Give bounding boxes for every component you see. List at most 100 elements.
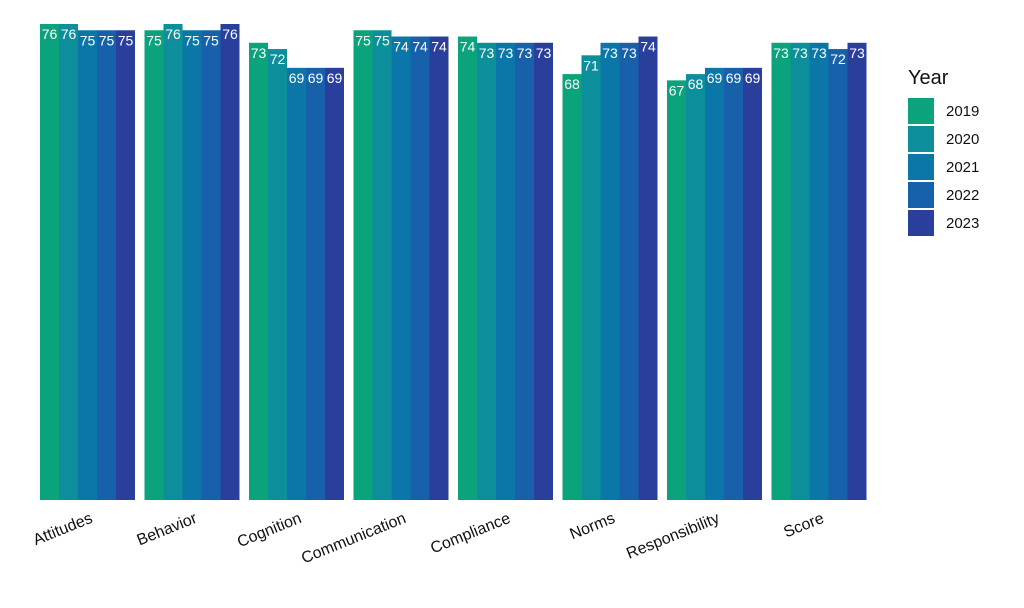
value-label-communication-2023: 74 [431, 39, 447, 55]
x-tick-label-compliance: Compliance [428, 510, 513, 557]
bar-communication-2020 [372, 30, 392, 501]
value-label-score-2019: 73 [773, 45, 789, 61]
bar-attitudes-2022 [97, 30, 116, 501]
x-tick-label-behavior: Behavior [135, 510, 201, 550]
bars-layer [40, 24, 867, 501]
bar-compliance-2020 [477, 42, 496, 500]
x-tick-label-communication: Communication [299, 510, 408, 567]
bar-score-2020 [790, 42, 810, 500]
value-label-communication-2022: 74 [412, 39, 428, 55]
value-label-behavior-2022: 75 [203, 32, 219, 48]
value-label-responsibility-2019: 67 [669, 82, 685, 98]
bar-attitudes-2020 [59, 24, 78, 500]
value-label-behavior-2023: 76 [222, 26, 238, 42]
value-label-norms-2019: 68 [564, 76, 580, 92]
value-label-attitudes-2020: 76 [61, 26, 77, 42]
legend-swatch-2021 [908, 154, 934, 180]
value-label-responsibility-2023: 69 [745, 70, 761, 86]
legend-swatch-2020 [908, 126, 934, 152]
bar-behavior-2019 [144, 30, 164, 501]
value-label-attitudes-2021: 75 [80, 32, 96, 48]
value-label-attitudes-2023: 75 [118, 32, 134, 48]
bar-responsibility-2022 [724, 67, 743, 500]
value-label-compliance-2022: 73 [517, 45, 533, 61]
legend-label-2023: 2023 [946, 215, 979, 232]
bar-communication-2019 [353, 30, 373, 501]
value-label-behavior-2020: 76 [165, 26, 181, 42]
bar-cognition-2020 [268, 49, 287, 500]
bar-norms-2021 [600, 42, 620, 500]
value-label-responsibility-2022: 69 [726, 70, 742, 86]
legend-swatch-2022 [908, 182, 934, 208]
value-label-score-2023: 73 [849, 45, 865, 61]
legend-swatch-2019 [908, 98, 934, 124]
bar-attitudes-2021 [78, 30, 97, 501]
legend-label-2020: 2020 [946, 131, 979, 148]
value-label-norms-2022: 73 [621, 45, 637, 61]
bar-norms-2022 [619, 42, 639, 500]
value-label-compliance-2019: 74 [460, 39, 476, 55]
value-label-cognition-2023: 69 [327, 70, 343, 86]
bar-responsibility-2021 [705, 67, 724, 500]
value-label-behavior-2019: 75 [146, 32, 162, 48]
value-label-compliance-2023: 73 [536, 45, 552, 61]
bar-compliance-2023 [534, 42, 553, 500]
legend-swatch-2023 [908, 210, 934, 236]
bar-responsibility-2019 [667, 80, 686, 501]
value-label-compliance-2020: 73 [479, 45, 495, 61]
bar-norms-2023 [638, 36, 658, 501]
bar-norms-2020 [581, 55, 601, 500]
bar-communication-2021 [391, 36, 411, 501]
bar-cognition-2022 [306, 67, 325, 500]
value-label-responsibility-2020: 68 [688, 76, 704, 92]
value-label-cognition-2019: 73 [251, 45, 267, 61]
bar-communication-2023 [429, 36, 449, 501]
bar-behavior-2023 [220, 24, 240, 500]
value-label-cognition-2022: 69 [308, 70, 324, 86]
value-label-responsibility-2021: 69 [707, 70, 723, 86]
legend-label-2021: 2021 [946, 159, 979, 176]
value-label-norms-2020: 71 [583, 57, 599, 73]
value-label-score-2022: 72 [830, 51, 846, 67]
value-label-compliance-2021: 73 [498, 45, 514, 61]
legend-title: Year [908, 67, 949, 89]
bar-score-2021 [809, 42, 829, 500]
bar-responsibility-2023 [743, 67, 762, 500]
bar-responsibility-2020 [686, 74, 705, 501]
bar-behavior-2021 [182, 30, 202, 501]
bar-compliance-2021 [496, 42, 515, 500]
bar-norms-2019 [562, 74, 582, 501]
legend: Year 2019 2020 2021 2022 2023 [908, 67, 979, 236]
bar-cognition-2023 [325, 67, 344, 500]
bar-score-2019 [771, 42, 791, 500]
value-label-communication-2019: 75 [355, 32, 371, 48]
value-label-norms-2023: 74 [640, 39, 656, 55]
bar-behavior-2022 [201, 30, 221, 501]
value-label-score-2020: 73 [792, 45, 808, 61]
x-tick-label-responsibility: Responsibility [624, 510, 722, 563]
legend-label-2019: 2019 [946, 103, 979, 120]
value-label-attitudes-2019: 76 [42, 26, 58, 42]
x-tick-label-score: Score [781, 510, 826, 541]
value-label-communication-2021: 74 [393, 39, 409, 55]
bar-score-2023 [847, 42, 867, 500]
value-label-behavior-2021: 75 [184, 32, 200, 48]
bar-cognition-2019 [249, 42, 268, 500]
bar-attitudes-2019 [40, 24, 59, 500]
value-label-cognition-2021: 69 [289, 70, 305, 86]
bar-compliance-2019 [458, 36, 477, 501]
bar-communication-2022 [410, 36, 430, 501]
bar-score-2022 [828, 49, 848, 500]
value-label-score-2021: 73 [811, 45, 827, 61]
bar-behavior-2020 [163, 24, 183, 500]
bar-cognition-2021 [287, 67, 306, 500]
x-tick-label-cognition: Cognition [235, 510, 304, 551]
legend-label-2022: 2022 [946, 187, 979, 204]
x-tick-label-norms: Norms [567, 510, 617, 543]
value-label-cognition-2020: 72 [270, 51, 286, 67]
value-label-attitudes-2022: 75 [99, 32, 115, 48]
value-label-norms-2021: 73 [602, 45, 618, 61]
value-label-communication-2020: 75 [374, 32, 390, 48]
